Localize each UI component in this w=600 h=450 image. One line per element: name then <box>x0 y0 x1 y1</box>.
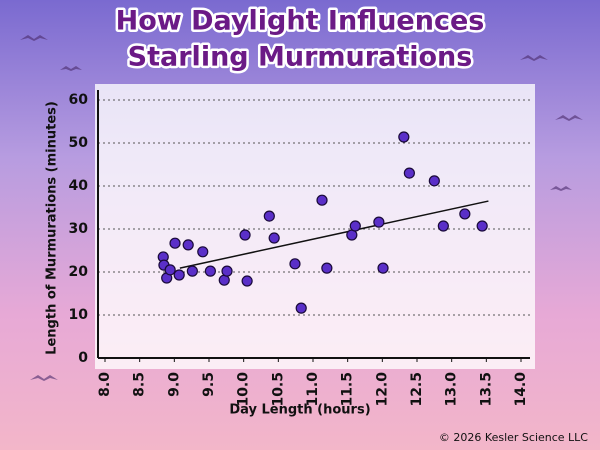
x-tick-label: 10.5 <box>270 372 286 407</box>
data-point <box>204 265 216 277</box>
bird-decoration <box>20 35 583 381</box>
data-point <box>428 175 440 187</box>
data-point <box>459 208 471 220</box>
x-tick-label: 8.5 <box>132 372 148 397</box>
x-tick-label: 12.0 <box>374 372 390 407</box>
trend-line <box>179 200 489 269</box>
data-point <box>398 131 410 143</box>
y-tick-label: 30 <box>69 221 89 237</box>
y-tick-label: 0 <box>78 350 88 366</box>
data-point <box>316 194 328 206</box>
data-point <box>164 264 176 276</box>
data-point <box>182 239 194 251</box>
y-tick-label: 40 <box>69 178 89 194</box>
x-tick-label: 8.0 <box>97 372 113 397</box>
data-point <box>349 220 361 232</box>
y-axis-label: Length of Murmurations (minutes) <box>45 101 60 355</box>
data-point <box>221 265 233 277</box>
chart-title: How Daylight Influences <box>116 6 485 37</box>
data-point <box>241 275 253 287</box>
x-tick-label: 14.0 <box>513 372 529 407</box>
data-point <box>321 262 333 274</box>
data-point <box>289 258 301 270</box>
data-point <box>263 210 275 222</box>
x-tick-label: 9.0 <box>166 372 182 397</box>
footer: © 2026 Kesler Science LLC <box>439 431 588 444</box>
x-tick-label: 11.5 <box>340 372 356 407</box>
x-tick-label: 13.5 <box>478 372 494 407</box>
chart-title: Starling Murmurations <box>128 42 473 73</box>
data-point <box>186 265 198 277</box>
data-point <box>197 246 209 258</box>
data-point <box>377 262 389 274</box>
data-point <box>169 237 181 249</box>
x-tick-label: 10.0 <box>236 372 252 407</box>
data-point <box>295 302 307 314</box>
x-tick-label: 11.0 <box>305 372 321 407</box>
y-tick-label: 50 <box>69 135 89 151</box>
x-axis-label: Day Length (hours) <box>229 403 370 418</box>
x-tick-label: 9.5 <box>201 372 217 397</box>
y-tick-label: 10 <box>69 307 89 323</box>
x-tick-label: 13.0 <box>444 372 460 407</box>
data-point <box>268 232 280 244</box>
x-tick-label: 12.5 <box>409 372 425 407</box>
data-point <box>476 220 488 232</box>
data-point <box>373 216 385 228</box>
data-point <box>403 167 415 179</box>
plot-area <box>95 84 535 369</box>
data-point <box>437 220 449 232</box>
y-tick-label: 20 <box>69 264 89 280</box>
data-point <box>239 229 251 241</box>
y-tick-label: 60 <box>69 92 89 108</box>
data-point <box>173 269 185 281</box>
